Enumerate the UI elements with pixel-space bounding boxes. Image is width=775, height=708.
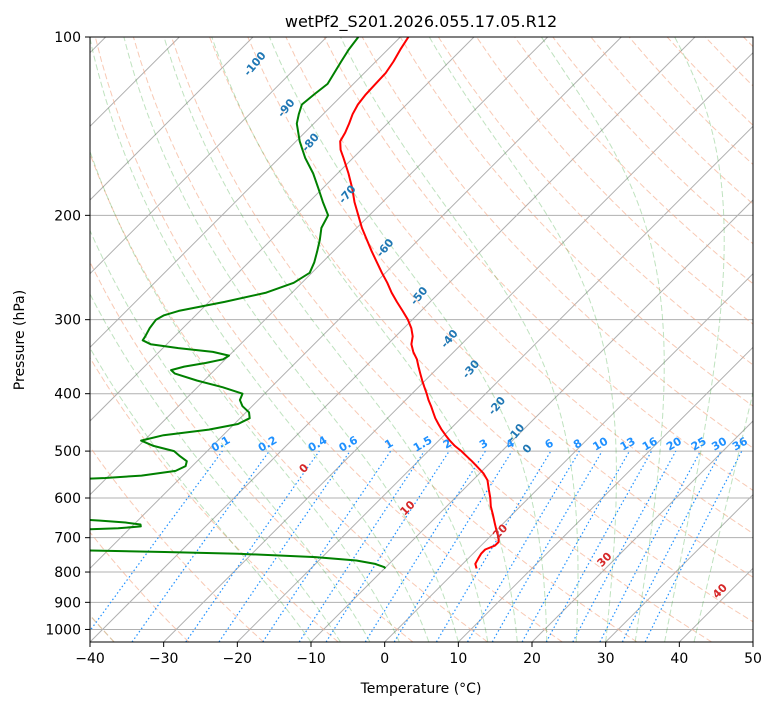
moist-adiabat xyxy=(428,37,617,642)
mixing-ratio-line xyxy=(644,450,743,642)
x-axis-label: Temperature (°C) xyxy=(360,681,482,697)
dewpoint-line xyxy=(90,37,387,570)
y-tick-label: 300 xyxy=(54,313,81,329)
mixing-ratio-line xyxy=(90,450,223,632)
x-tick-label: 50 xyxy=(744,651,762,667)
y-tick-label: 800 xyxy=(54,565,81,581)
y-tick-label: 900 xyxy=(54,595,81,611)
y-tick-label: 400 xyxy=(54,387,81,403)
isotherm-gridline xyxy=(384,272,753,642)
mixing-ratio-line xyxy=(521,450,631,642)
mixing-ratio-line xyxy=(131,450,270,642)
mixing-ratio-line xyxy=(298,450,425,642)
x-tick-label: −10 xyxy=(296,651,326,667)
isotherm-gridline xyxy=(457,346,753,642)
sounding-series xyxy=(90,37,500,570)
isotherm-gridline xyxy=(531,420,753,642)
dry-adiabat xyxy=(514,37,753,285)
y-tick-label: 600 xyxy=(54,491,81,507)
isotherm-gridline xyxy=(90,37,549,496)
moist-adiabat xyxy=(90,347,312,642)
dry-adiabat xyxy=(437,37,753,366)
moist-adiabat xyxy=(90,229,371,642)
isotherm-gridline xyxy=(90,37,328,275)
chart-title: wetPf2_S201.2026.055.17.05.R12 xyxy=(285,12,557,32)
moist-adiabat xyxy=(664,37,725,642)
moist-adiabat xyxy=(90,37,430,642)
isotherm-gridline xyxy=(605,493,753,642)
x-tick-label: 20 xyxy=(523,651,541,667)
dry-adiabat xyxy=(90,446,264,642)
x-tick-label: −20 xyxy=(223,651,253,667)
mixing-ratio-line xyxy=(185,450,320,642)
dry-adiabat xyxy=(90,356,339,642)
temperature-line xyxy=(339,37,500,569)
dry-adiabat xyxy=(285,37,753,535)
x-axis-ticks: −40 −30 −20 −10 0 10 20 30 40 50 xyxy=(75,642,762,667)
dry-adiabat xyxy=(247,37,753,578)
dry-adiabat xyxy=(94,37,563,642)
moist-adiabat xyxy=(123,37,459,642)
x-tick-label: 30 xyxy=(597,651,615,667)
dry-adiabat xyxy=(90,531,190,642)
y-tick-label: 700 xyxy=(54,531,81,547)
dry-adiabats xyxy=(90,37,753,642)
x-tick-label: 40 xyxy=(670,651,688,667)
isobar-gridlines xyxy=(90,37,753,630)
moist-adiabat xyxy=(163,37,489,642)
mixing-ratio-line xyxy=(393,450,513,642)
x-tick-label: −30 xyxy=(149,651,179,667)
moist-adiabat xyxy=(340,37,579,642)
moist-adiabat xyxy=(211,37,518,642)
x-tick-label: 10 xyxy=(449,651,467,667)
isotherm-gridline xyxy=(90,37,254,201)
mixing-ratio-line xyxy=(545,450,653,642)
plot-frame xyxy=(89,36,754,643)
y-tick-label: 1000 xyxy=(45,622,81,638)
moist-adiabat xyxy=(90,149,400,642)
mixing-ratio-line xyxy=(262,450,392,642)
y-tick-label: 100 xyxy=(54,30,81,46)
dry-adiabat xyxy=(361,37,753,449)
y-axis-ticks: 100 200 300 400 500 600 700 800 900 1000 xyxy=(45,30,90,638)
isotherm-gridline xyxy=(163,51,753,642)
plot-area: 0.1 0.2 0.4 0.6 1 1.5 2 3 4 6 8 10 13 16 20 25 30 3601020… xyxy=(90,37,753,642)
dry-adiabat xyxy=(399,37,753,407)
y-tick-label: 500 xyxy=(54,444,81,460)
dry-adiabat xyxy=(171,37,712,642)
mixing-ratio-line xyxy=(218,450,351,642)
dry-adiabat xyxy=(90,260,414,642)
dry-adiabat xyxy=(132,37,638,642)
isotherm-gridline xyxy=(90,37,696,642)
dry-adiabat xyxy=(90,152,488,642)
dry-adiabat xyxy=(209,37,753,623)
isotherm-gridline xyxy=(236,125,753,642)
isotherm-gridline xyxy=(90,37,475,422)
y-tick-label: 200 xyxy=(54,208,81,224)
mixing-ratio-line xyxy=(572,450,677,642)
x-tick-label: −40 xyxy=(75,651,105,667)
x-tick-label: 0 xyxy=(380,651,389,667)
y-axis-label: Pressure (hPa) xyxy=(12,290,28,390)
isotherm-gridline xyxy=(90,37,622,570)
